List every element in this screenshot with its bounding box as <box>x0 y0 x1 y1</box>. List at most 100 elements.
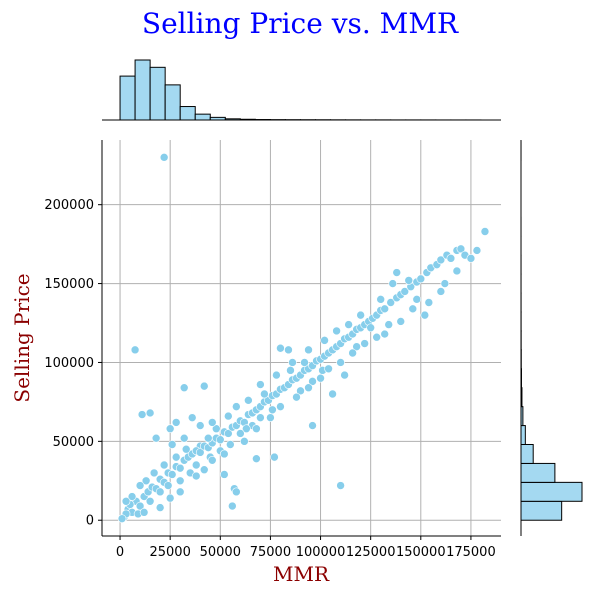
scatter-point <box>276 343 285 353</box>
scatter-point <box>137 410 147 419</box>
scatter-point <box>207 455 217 465</box>
scatter-point <box>228 501 237 511</box>
x-tick-label: 0 <box>116 545 124 560</box>
scatter-point <box>352 342 361 351</box>
scatter-point <box>195 421 205 430</box>
scatter-point <box>181 444 191 454</box>
y-tick-label: 200000 <box>44 198 94 213</box>
scatter-point <box>332 326 341 336</box>
scatter-point <box>135 481 145 490</box>
scatter-points <box>117 153 490 523</box>
y-axis-label: Selling Price <box>10 273 34 402</box>
scatter-point <box>130 345 140 355</box>
scatter-point <box>276 402 285 411</box>
scatter-point <box>304 345 313 355</box>
y-tick-label: 150000 <box>44 277 94 292</box>
scatter-point <box>336 481 345 490</box>
scatter-point <box>356 310 365 320</box>
scatter-point <box>240 437 249 446</box>
y-tick-label: 50000 <box>53 435 94 450</box>
scatter-point <box>127 492 137 501</box>
top-histogram-bar <box>149 66 166 121</box>
scatter-point <box>199 381 209 391</box>
right-histogram-bar <box>520 462 556 483</box>
top-histogram-bar <box>194 113 211 121</box>
scatter-point <box>366 323 375 333</box>
scatter-point <box>416 274 426 284</box>
scatter-point <box>380 329 390 339</box>
scatter-point <box>167 440 177 449</box>
top-histogram-bar <box>164 84 181 121</box>
scatter-point <box>472 246 482 255</box>
top-histogram-bar <box>179 106 196 121</box>
scatter-point <box>175 463 185 473</box>
scatter-point <box>171 452 181 462</box>
scatter-point <box>400 287 410 296</box>
scatter-point <box>211 424 221 434</box>
x-tick-label: 125000 <box>346 545 396 560</box>
scatter-point <box>159 460 169 470</box>
scatter-point <box>446 254 456 263</box>
top-histogram-bar <box>119 75 136 121</box>
scatter-point <box>242 424 251 434</box>
scatter-point <box>203 433 213 443</box>
scatter-point <box>436 287 446 296</box>
right-marginal-histogram <box>520 141 583 521</box>
scatter-point <box>404 276 414 285</box>
scatter-point <box>155 503 165 512</box>
scatter-point <box>165 493 175 503</box>
scatter-point <box>320 336 329 345</box>
scatter-point <box>226 440 235 449</box>
scatter-point <box>260 389 269 399</box>
y-tick-label: 100000 <box>44 356 94 371</box>
scatter-point <box>252 454 261 463</box>
scatter-point <box>296 386 305 396</box>
scatter-point <box>360 339 369 348</box>
scatter-point <box>384 320 394 329</box>
scatter-point <box>440 279 450 288</box>
scatter-point <box>195 448 205 457</box>
scatter-point <box>324 364 333 374</box>
scatter-point <box>236 429 245 438</box>
x-tick-label: 100000 <box>296 545 346 560</box>
scatter-point <box>412 295 422 304</box>
scatter-point <box>392 268 402 277</box>
scatter-point <box>199 465 209 475</box>
right-histogram-bar <box>520 500 563 521</box>
scatter-point <box>292 392 301 402</box>
scatter-point <box>266 413 275 422</box>
scatter-point <box>145 408 155 418</box>
scatter-point <box>456 244 466 254</box>
scatter-point <box>252 424 261 434</box>
scatter-point <box>175 487 185 497</box>
scatter-point <box>420 310 430 320</box>
scatter-point <box>424 298 434 307</box>
scatter-point <box>171 418 181 427</box>
scatter-point <box>117 514 127 523</box>
scatter-point <box>191 460 201 470</box>
scatter-point <box>288 358 297 367</box>
scatter-plot-area: 0 25000 50000 75000 100000 125000 150000 175000… <box>44 140 501 560</box>
scatter-point <box>149 468 159 478</box>
scatter-point <box>215 435 225 445</box>
scatter-point <box>232 487 241 497</box>
scatter-point <box>304 383 313 392</box>
scatter-point <box>145 496 155 506</box>
scatter-point <box>220 449 229 459</box>
scatter-point <box>372 332 381 342</box>
scatter-point <box>408 304 418 314</box>
x-tick-label: 175000 <box>446 545 496 560</box>
scatter-point <box>452 266 462 276</box>
scatter-point <box>155 487 165 497</box>
scatter-point <box>308 377 317 386</box>
scatter-point <box>286 366 295 375</box>
x-tick-label: 50000 <box>200 545 241 560</box>
scatter-point <box>179 383 189 392</box>
x-axis-ticks: 0 25000 50000 75000 100000 125000 150000 175000 <box>116 536 496 560</box>
scatter-point <box>340 370 349 380</box>
scatter-point <box>179 433 189 443</box>
scatter-point <box>268 405 277 415</box>
y-axis-ticks: 0 50000 100000 150000 200000 <box>44 198 102 529</box>
scatter-point <box>163 481 173 490</box>
scatter-point <box>141 476 151 486</box>
